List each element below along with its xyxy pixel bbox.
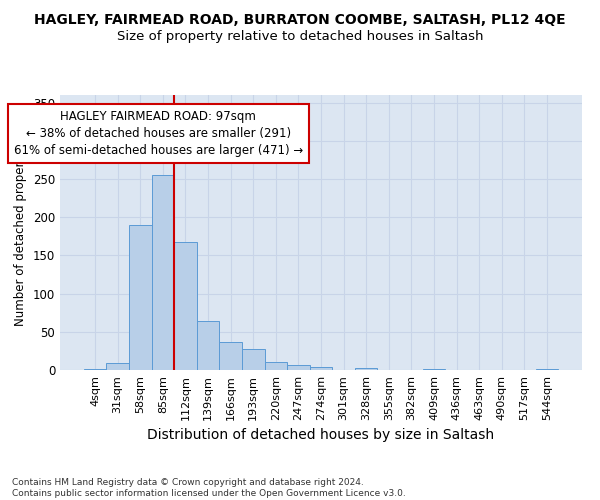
- Text: Contains HM Land Registry data © Crown copyright and database right 2024.
Contai: Contains HM Land Registry data © Crown c…: [12, 478, 406, 498]
- Text: HAGLEY FAIRMEAD ROAD: 97sqm
← 38% of detached houses are smaller (291)
61% of se: HAGLEY FAIRMEAD ROAD: 97sqm ← 38% of det…: [14, 110, 303, 158]
- Bar: [152, 175, 174, 370]
- Bar: [242, 350, 265, 370]
- Bar: [310, 367, 332, 370]
- Y-axis label: Number of detached properties: Number of detached properties: [14, 140, 28, 326]
- Bar: [536, 369, 558, 370]
- Bar: [220, 342, 242, 370]
- Bar: [355, 368, 377, 370]
- Bar: [174, 242, 197, 370]
- Bar: [197, 321, 220, 370]
- Bar: [106, 363, 129, 370]
- Bar: [129, 225, 152, 370]
- X-axis label: Distribution of detached houses by size in Saltash: Distribution of detached houses by size …: [148, 428, 494, 442]
- Text: Size of property relative to detached houses in Saltash: Size of property relative to detached ho…: [117, 30, 483, 43]
- Bar: [84, 369, 106, 370]
- Text: HAGLEY, FAIRMEAD ROAD, BURRATON COOMBE, SALTASH, PL12 4QE: HAGLEY, FAIRMEAD ROAD, BURRATON COOMBE, …: [34, 12, 566, 26]
- Bar: [265, 362, 287, 370]
- Bar: [287, 366, 310, 370]
- Bar: [422, 369, 445, 370]
